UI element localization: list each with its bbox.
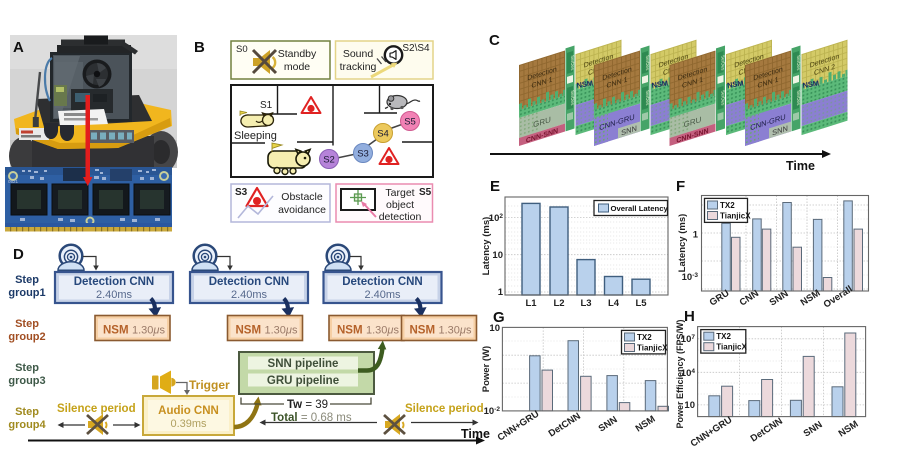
svg-text:avoidance: avoidance <box>278 204 326 216</box>
svg-text:S1: S1 <box>260 100 273 111</box>
svg-text:group2: group2 <box>8 331 45 343</box>
svg-text:Overall Latency: Overall Latency <box>611 204 669 213</box>
svg-text:102: 102 <box>489 213 504 224</box>
svg-text:Step: Step <box>15 274 39 286</box>
svg-text:NSM: NSM <box>802 78 820 89</box>
svg-text:S4: S4 <box>377 129 389 140</box>
svg-text:Sound: Sound <box>343 48 374 60</box>
svg-text:Trigger: Trigger <box>189 378 230 392</box>
svg-text:B: B <box>194 39 205 56</box>
svg-text:1: 1 <box>693 230 699 241</box>
svg-text:L1: L1 <box>525 298 537 309</box>
svg-text:L4: L4 <box>608 298 620 309</box>
svg-text:NSM: NSM <box>651 78 669 89</box>
svg-text:10-3: 10-3 <box>682 272 699 283</box>
svg-text:Silence period: Silence period <box>57 403 136 415</box>
svg-text:L5: L5 <box>635 298 647 309</box>
svg-text:C: C <box>489 32 500 49</box>
svg-text:10: 10 <box>489 323 500 334</box>
svg-text:group4: group4 <box>8 419 46 431</box>
svg-text:S5: S5 <box>404 117 416 128</box>
svg-text:mode: mode <box>284 61 310 73</box>
svg-text:object: object <box>386 199 414 211</box>
svg-text:S3: S3 <box>235 187 248 198</box>
svg-text:NSM: NSM <box>726 78 744 89</box>
svg-text:S5: S5 <box>419 187 432 198</box>
svg-text:TX2: TX2 <box>720 201 735 210</box>
svg-text:Obstacle: Obstacle <box>281 191 323 203</box>
svg-text:Power Efficiency (FPS/W): Power Efficiency (FPS/W) <box>675 319 685 428</box>
svg-text:TX2: TX2 <box>637 333 652 342</box>
svg-text:SNN pipeline: SNN pipeline <box>268 358 339 370</box>
svg-text:A: A <box>13 39 24 56</box>
svg-text:D: D <box>13 246 24 263</box>
svg-text:S2\S4: S2\S4 <box>402 43 430 54</box>
svg-text:L3: L3 <box>580 298 591 309</box>
svg-text:Step: Step <box>15 362 39 374</box>
svg-text:10: 10 <box>492 250 503 261</box>
svg-text:10-2: 10-2 <box>484 406 501 417</box>
svg-text:1: 1 <box>498 287 504 298</box>
svg-text:Tw = 39: Tw = 39 <box>287 399 328 411</box>
svg-text:S0: S0 <box>236 44 248 55</box>
svg-text:Latency (ms): Latency (ms) <box>677 214 688 273</box>
svg-text:Time: Time <box>461 427 490 441</box>
svg-text:TianjicX: TianjicX <box>716 343 747 352</box>
svg-text:Step: Step <box>15 318 39 330</box>
svg-text:Sleeping: Sleeping <box>234 130 277 142</box>
svg-text:S2: S2 <box>323 155 335 166</box>
svg-text:Latency (ms): Latency (ms) <box>481 217 492 276</box>
svg-text:detection: detection <box>379 211 422 223</box>
svg-text:S3: S3 <box>357 149 369 160</box>
svg-text:0521: 0521 <box>8 179 19 184</box>
svg-text:group1: group1 <box>8 287 45 299</box>
svg-text:Silence period: Silence period <box>405 403 484 415</box>
svg-text:TX2: TX2 <box>716 332 731 341</box>
svg-text:NSM: NSM <box>576 78 594 89</box>
svg-text:Standby: Standby <box>278 48 317 60</box>
svg-text:104: 104 <box>681 368 696 379</box>
svg-text:10: 10 <box>684 400 695 411</box>
svg-text:H: H <box>684 308 695 325</box>
svg-text:Audio CNN: Audio CNN <box>158 405 219 417</box>
svg-text:tracking: tracking <box>340 61 377 73</box>
svg-text:Step: Step <box>15 406 39 418</box>
svg-text:0.39ms: 0.39ms <box>170 418 207 430</box>
svg-text:group3: group3 <box>8 375 45 387</box>
svg-text:TianjicX: TianjicX <box>720 212 751 221</box>
svg-text:107: 107 <box>681 334 696 345</box>
svg-text:Target: Target <box>385 187 414 199</box>
svg-text:GRU pipeline: GRU pipeline <box>267 375 339 387</box>
svg-text:Total = 0.68 ms: Total = 0.68 ms <box>271 412 352 424</box>
svg-text:E: E <box>490 178 500 195</box>
svg-text:L2: L2 <box>553 298 564 309</box>
svg-text:TianjicX: TianjicX <box>637 344 668 353</box>
svg-text:Time: Time <box>786 159 815 173</box>
svg-text:G: G <box>493 309 505 326</box>
svg-text:Power (W): Power (W) <box>481 346 492 392</box>
svg-text:F: F <box>676 178 685 195</box>
